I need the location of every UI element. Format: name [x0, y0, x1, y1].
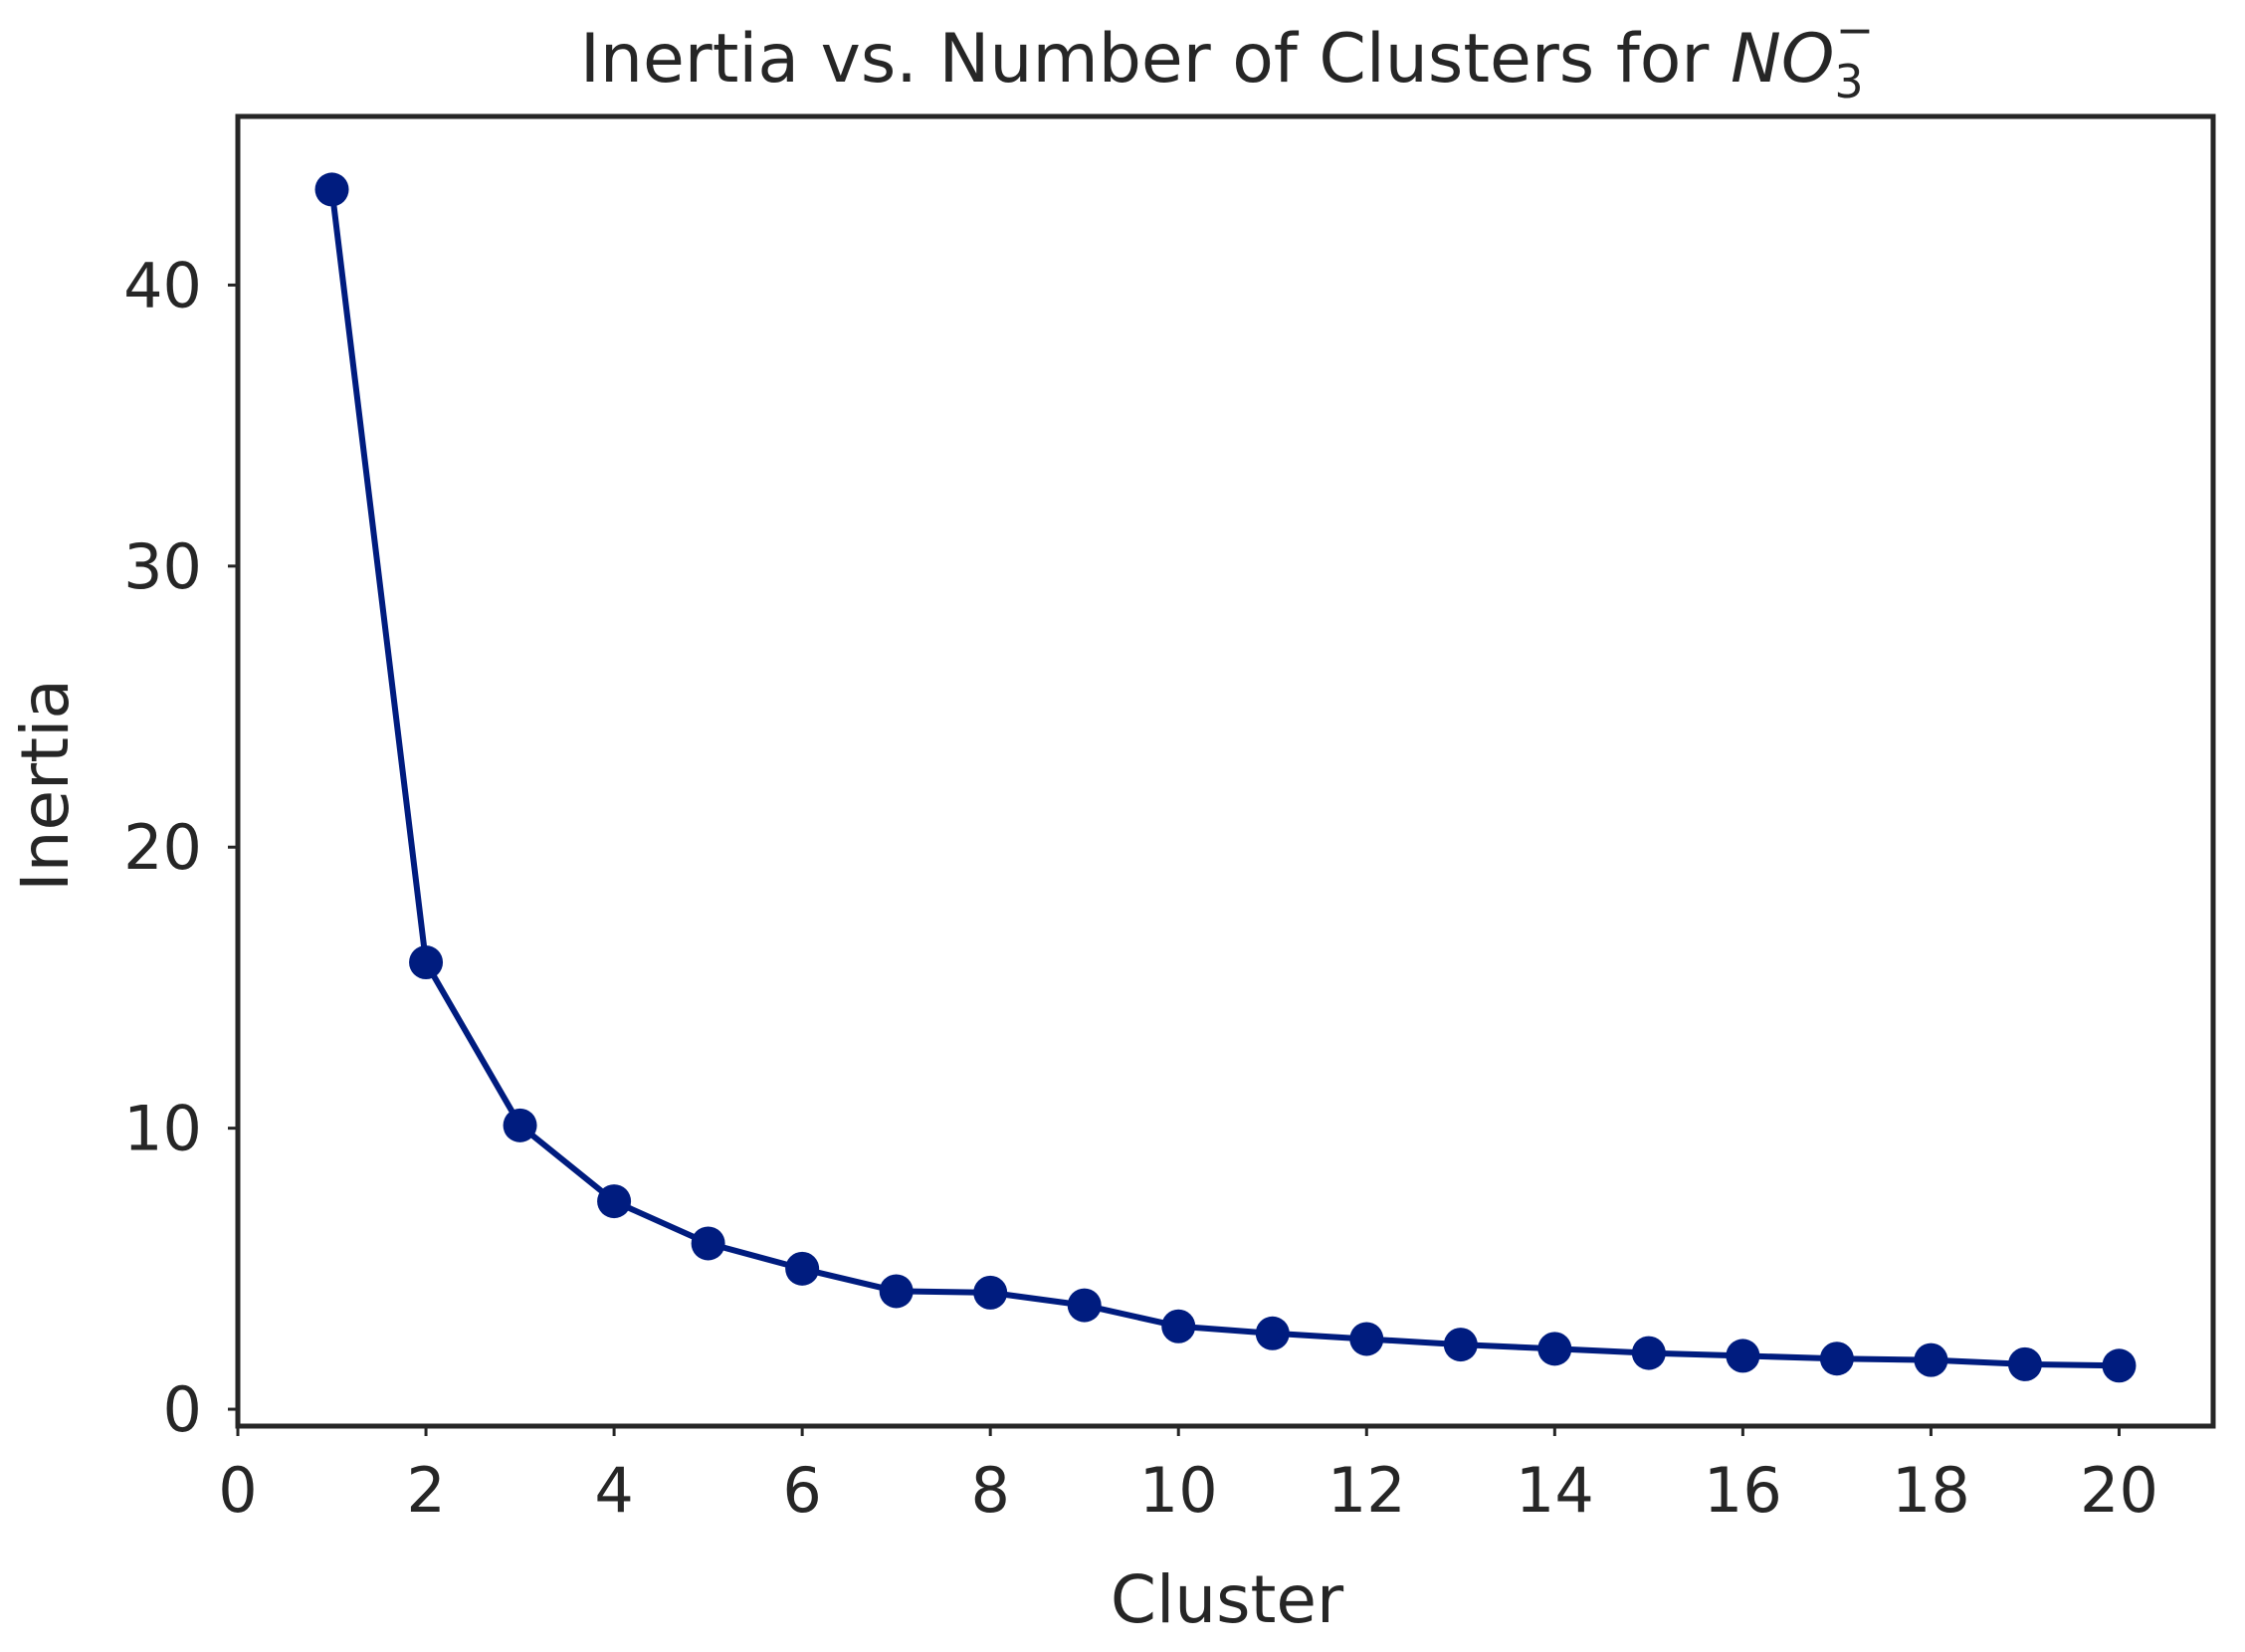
data-point: [1726, 1339, 1760, 1373]
x-tick-labels: 0 2 4 6 8 10 12 14 16 18 20: [218, 1454, 2158, 1527]
x-tick-label: 20: [2080, 1454, 2158, 1527]
y-tick-label: 20: [123, 811, 202, 884]
data-point: [2007, 1346, 2042, 1381]
x-axis-title: Cluster: [1111, 1561, 1344, 1638]
data-point: [1255, 1316, 1290, 1350]
data-point: [1914, 1342, 1948, 1377]
chart-title-text: Inertia vs. Number of Clusters for: [580, 20, 1731, 99]
x-tick-label: 16: [1704, 1454, 1782, 1527]
x-tick-label: 6: [782, 1454, 821, 1527]
y-tick-label: 30: [123, 530, 202, 603]
x-tick-label: 14: [1516, 1454, 1594, 1527]
data-point: [597, 1184, 632, 1219]
x-tick-label: 2: [406, 1454, 445, 1527]
data-point: [973, 1275, 1008, 1310]
data-point: [1537, 1332, 1572, 1366]
y-axis-title: Inertia: [7, 679, 84, 892]
data-point: [1067, 1288, 1102, 1323]
y-tick-label: 0: [163, 1373, 202, 1446]
data-point: [691, 1226, 725, 1261]
data-point: [1443, 1328, 1478, 1362]
x-tick-label: 12: [1327, 1454, 1406, 1527]
data-point: [2102, 1348, 2137, 1383]
data-point: [314, 172, 349, 207]
data-point: [503, 1108, 537, 1142]
y-tick-label: 40: [123, 249, 202, 321]
x-tick-label: 0: [218, 1454, 257, 1527]
x-tick-label: 10: [1139, 1454, 1218, 1527]
data-point: [1349, 1322, 1384, 1356]
chart-title-superscript: −: [1836, 3, 1875, 57]
y-tick-label: 10: [123, 1093, 202, 1165]
x-tick-label: 18: [1892, 1454, 1970, 1527]
data-point: [785, 1251, 820, 1286]
x-tick-label: 8: [970, 1454, 1009, 1527]
y-tick-labels: 0 10 20 30 40: [123, 249, 202, 1446]
data-point: [1161, 1309, 1196, 1343]
data-point: [409, 945, 444, 980]
x-tick-label: 4: [594, 1454, 633, 1527]
plot-frame: [235, 113, 2216, 1429]
data-point: [1631, 1336, 1666, 1370]
data-point: [879, 1274, 914, 1309]
data-point: [1819, 1342, 1854, 1376]
series-points: [314, 172, 2137, 1383]
chart-title-subscript: 3: [1834, 55, 1863, 108]
chart-title-symbol: NO: [1731, 20, 1834, 99]
chart-title: Inertia vs. Number of Clusters for NO3−: [580, 3, 1874, 108]
